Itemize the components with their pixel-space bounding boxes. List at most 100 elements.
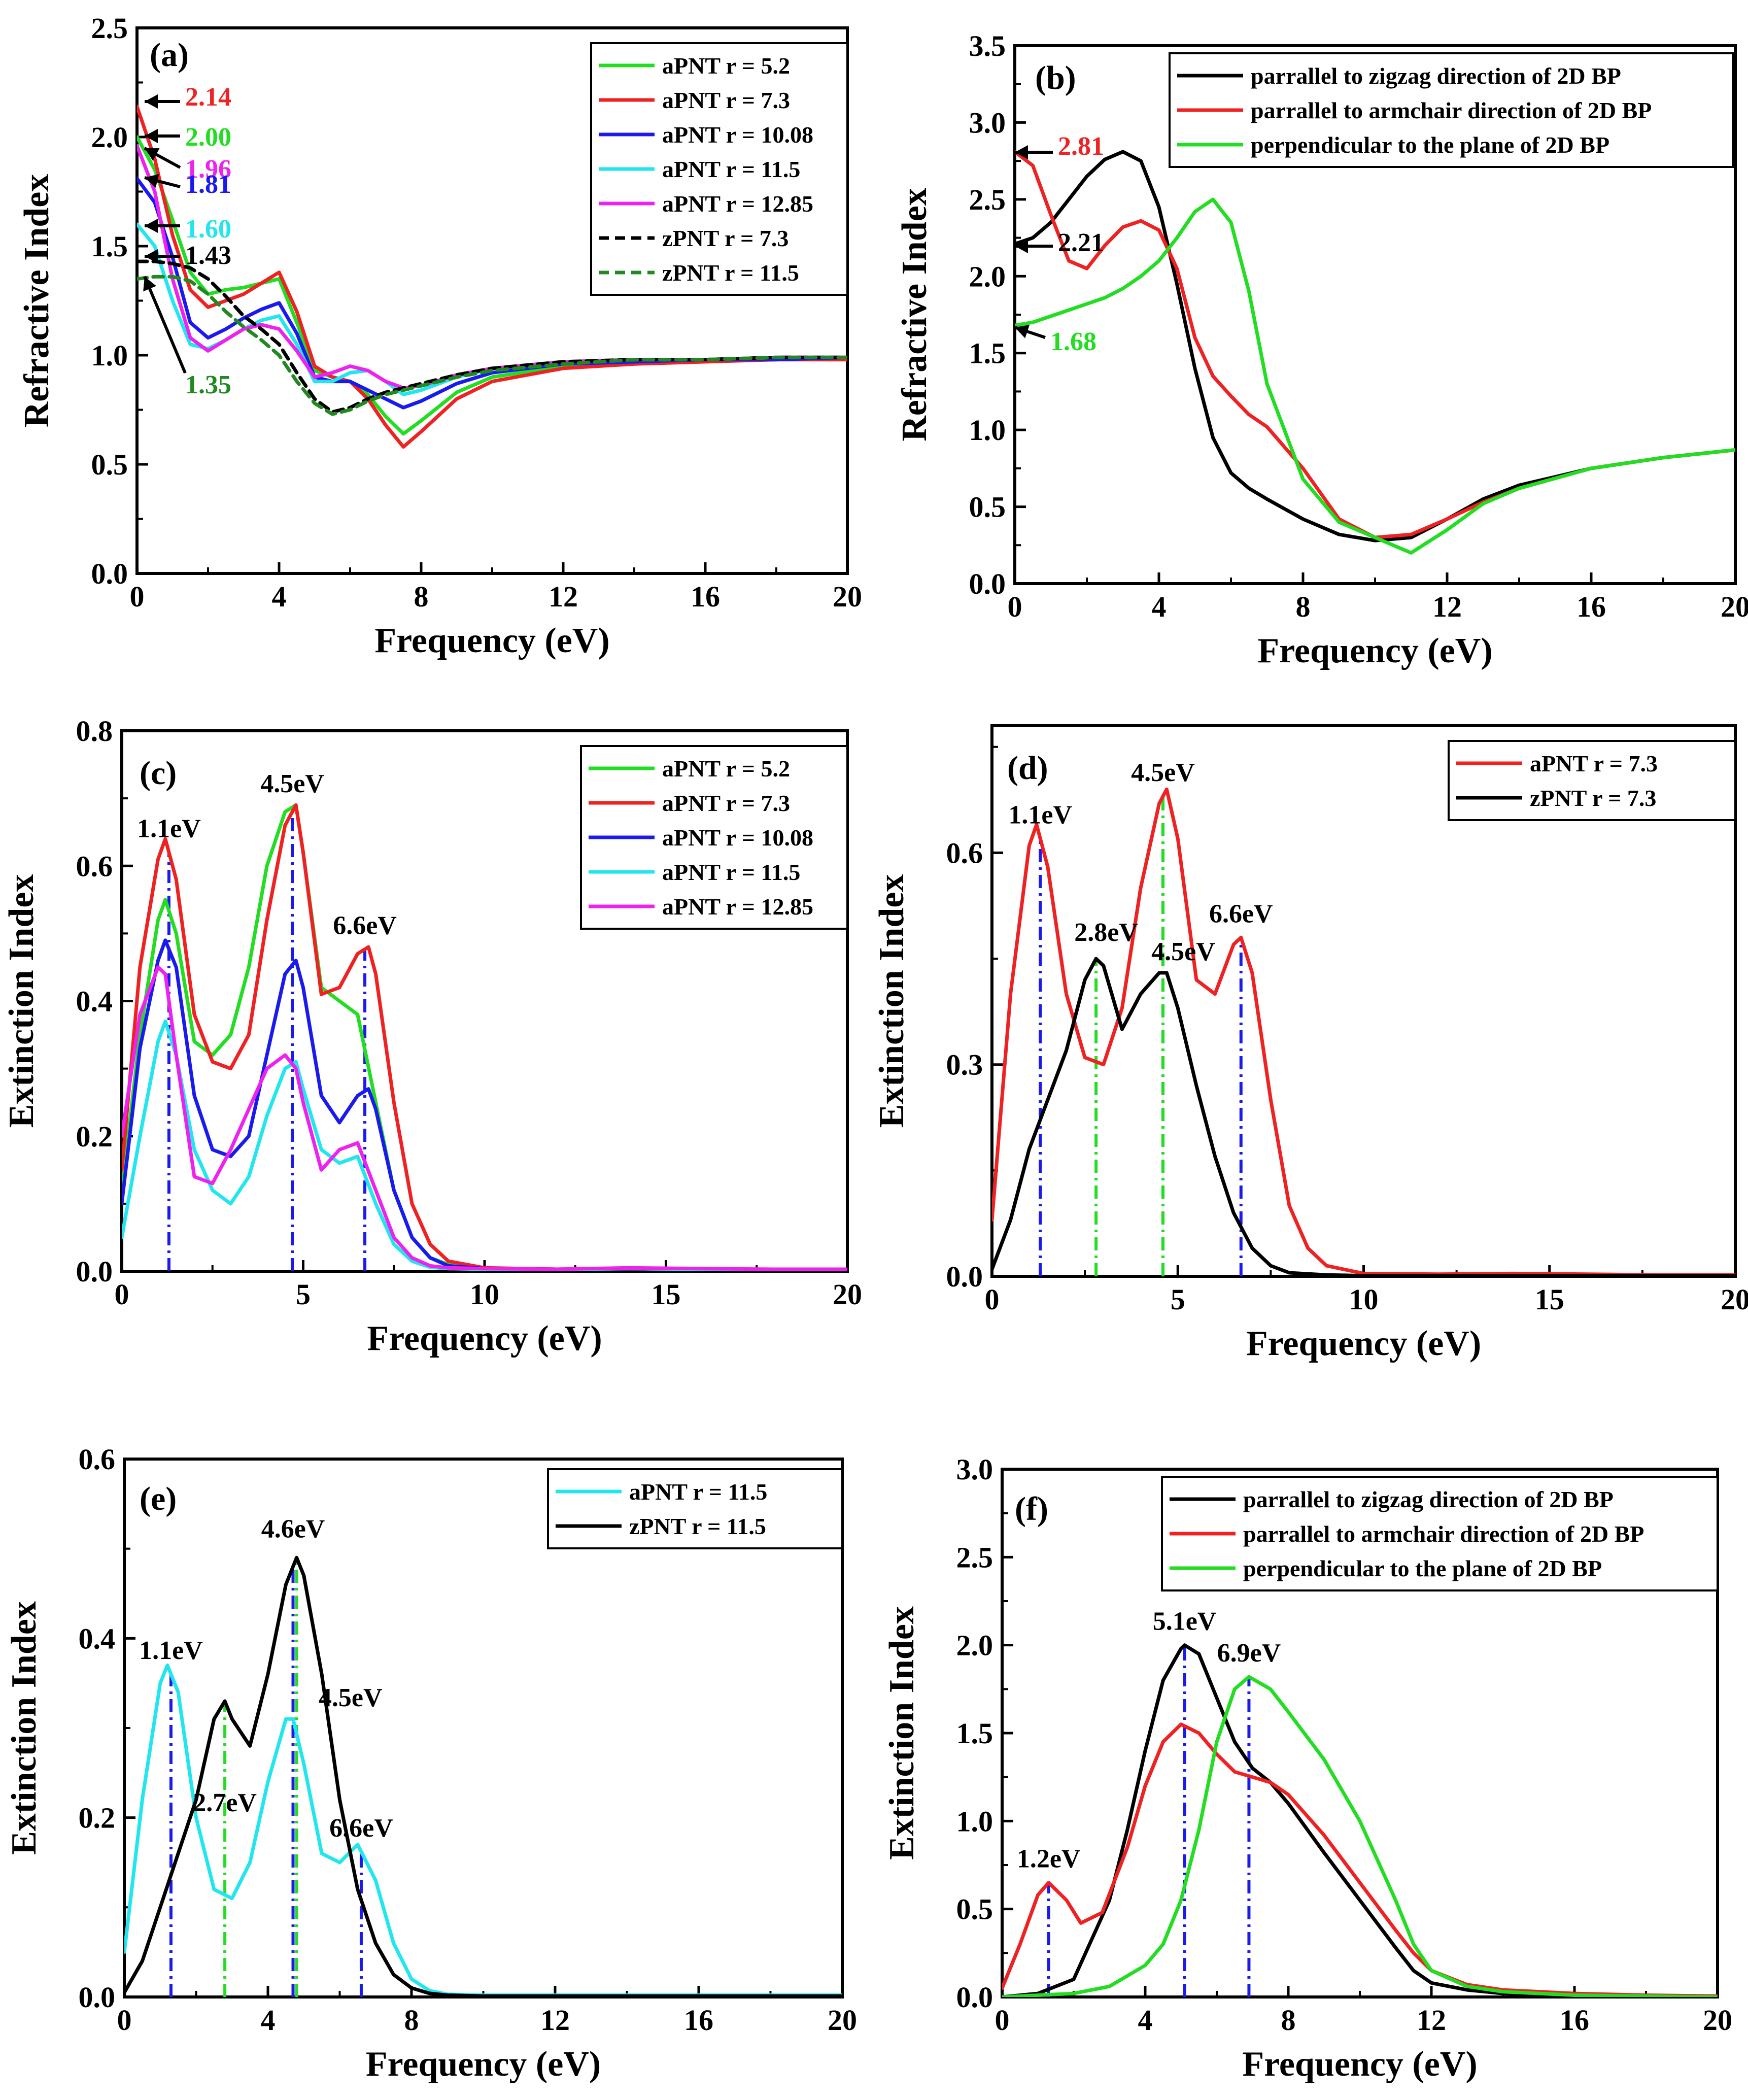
x-tick-label: 0 [117,2004,132,2037]
series-line-1 [992,957,1735,1276]
chart-panel-1: 0 4 8 12 16 20 0.0 0.5 1.0 1.5 2.0 2.5 3.0 3.5 Frequen… [895,29,1748,670]
y-tick-label: 0.3 [946,1048,983,1081]
x-tick-label: 4 [261,2004,276,2037]
annotation-arrowhead [145,94,158,109]
y-tick-label: 0.6 [946,836,983,869]
legend-label: aPNT r = 12.85 [662,191,813,217]
peak-label: 4.5eV [260,769,324,798]
y-tick-label: 0.6 [76,850,113,883]
y-tick-label: 0.2 [76,1120,113,1153]
annotation-label: 1.60 [185,215,231,244]
peak-label: 6.6eV [333,911,397,940]
annotation-label: 1.96 [185,155,231,184]
chart-panel-3: 0 5 10 15 20 0.0 0.3 0.6 Frequency (eV) Extinctio… [872,724,1748,1363]
panel-label: (c) [140,755,177,792]
x-axis-title: Frequency (eV) [1242,2045,1477,2084]
x-tick-label: 8 [1296,590,1311,623]
annotation-label: 2.81 [1058,132,1104,161]
chart-panel-2: 0 5 10 15 20 0.0 0.2 0.4 0.6 0.8 Frequency (eV) Ext… [2,715,862,1358]
peak-label: 1.1eV [137,815,201,843]
legend-label: aPNT r = 7.3 [662,87,790,113]
peak-label: 1.1eV [139,1636,203,1665]
peak-label: 4.5eV [1131,758,1195,787]
series-line-0 [992,787,1735,1276]
x-tick-label: 20 [833,1278,862,1311]
peak-label: 6.9eV [1217,1639,1281,1668]
x-axis-title: Frequency (eV) [374,621,609,660]
peak-label: 4.6eV [261,1514,325,1543]
y-tick-label: 3.0 [969,106,1006,139]
x-tick-label: 0 [115,1278,129,1311]
y-tick-label: 0.5 [969,491,1006,524]
annotation-label: 1.35 [185,370,231,399]
x-tick-label: 16 [684,2004,713,2037]
x-axis-title: Frequency (eV) [1257,631,1492,670]
y-tick-label: 0.4 [79,1622,116,1655]
peak-label: 6.6eV [329,1814,393,1843]
legend-label: zPNT r = 7.3 [662,225,789,251]
panel-label: (e) [140,1480,177,1517]
legend-label: aPNT r = 11.5 [662,156,800,182]
x-tick-label: 16 [1576,590,1606,623]
series-line-5 [137,259,847,414]
series-line-1 [1015,150,1735,539]
legend-box [547,1468,843,1549]
series-line-4 [122,965,847,1271]
legend-box [590,42,848,296]
series-line-1 [137,105,847,449]
peak-label: 2.7eV [193,1788,257,1817]
y-tick-label: 1.5 [956,1717,993,1750]
annotation-arrowhead [145,129,158,143]
chart-panel-0: 0 4 8 12 16 20 0.0 0.5 1.0 1.5 2.0 2.5 Frequency (eV… [17,12,862,660]
x-tick-label: 12 [540,2004,570,2037]
x-tick-label: 20 [1703,2004,1732,2037]
legend-label: aPNT r = 12.85 [662,894,813,920]
legend-label: zPNT r = 11.5 [629,1513,766,1539]
y-tick-label: 2.0 [91,121,128,154]
legend-box [1448,740,1736,821]
series-line-1 [1002,1722,1718,1997]
panel-label: (d) [1007,750,1048,787]
x-tick-label: 8 [414,580,429,613]
y-tick-label: 0.4 [76,985,113,1018]
annotation-arrowhead [145,148,160,161]
x-tick-label: 0 [995,2004,1010,2037]
chart-panel-4: 0 4 8 12 16 20 0.0 0.2 0.4 0.6 Frequency (eV) Extin… [5,1443,857,2084]
legend-label: zPNT r = 11.5 [662,260,799,286]
legend-label: parrallel to armchair direction of 2D BP [1243,1521,1644,1547]
annotation-label: 1.43 [185,241,231,270]
annotation-arrow [143,276,187,374]
panels: 0 4 8 12 16 20 0.0 0.5 1.0 1.5 2.0 2.5 Frequency (eV… [2,12,1748,2084]
x-tick-label: 12 [1432,590,1462,623]
x-axis-title: Frequency (eV) [1246,1324,1481,1363]
x-tick-label: 16 [1560,2004,1589,2037]
x-tick-label: 10 [1349,1283,1379,1316]
panel-label: (f) [1015,1491,1048,1528]
x-tick-label: 20 [828,2004,857,2037]
legend-label: aPNT r = 11.5 [629,1479,767,1505]
legend-label: parrallel to zigzag direction of 2D BP [1243,1486,1614,1512]
y-tick-label: 2.5 [969,183,1006,216]
y-tick-label: 0.6 [79,1443,116,1476]
x-tick-label: 15 [1535,1283,1564,1316]
x-tick-label: 4 [1138,2004,1153,2037]
y-tick-label: 0.0 [79,1981,116,2014]
annotation-label: 1.68 [1050,327,1096,356]
y-tick-label: 0.0 [76,1255,113,1288]
legend-label: parrallel to armchair direction of 2D BP [1251,97,1652,123]
x-tick-label: 0 [1008,590,1022,623]
x-tick-label: 15 [652,1278,681,1311]
panel-label: (b) [1035,59,1076,96]
annotation-arrowhead [145,219,158,233]
annotation-arrowhead [1015,324,1030,338]
legend-label: aPNT r = 7.3 [662,790,790,816]
x-tick-label: 20 [1721,1283,1748,1316]
x-tick-label: 4 [272,580,287,613]
x-tick-label: 8 [404,2004,419,2037]
annotation-label: 2.14 [185,83,231,112]
y-axis-title: Extinction Index [5,1601,44,1855]
legend-label: aPNT r = 7.3 [1530,751,1658,776]
y-tick-label: 2.5 [91,12,128,45]
y-axis-title: Extinction Index [872,874,911,1128]
x-tick-label: 4 [1152,590,1167,623]
